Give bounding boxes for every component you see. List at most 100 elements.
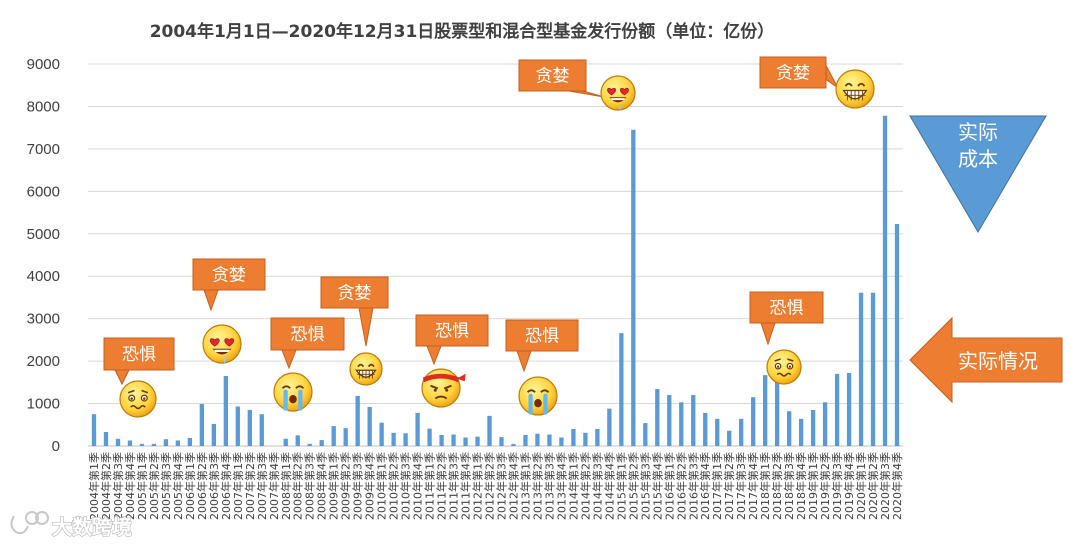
bar [391,432,396,446]
emoji-face [518,376,558,416]
x-tick-label: 2017年第1季 [710,452,724,520]
x-tick-label: 2019年第4季 [842,452,856,520]
x-tick-label: 2008年第2季 [291,452,305,520]
bar [810,409,816,446]
x-tick-label: 2008年第3季 [303,452,317,520]
headband [422,373,460,383]
x-tick-label: 2009年第2季 [339,452,353,520]
actual-situation-arrow: 实际情况 [909,316,1063,404]
callout: 贪婪 [320,276,389,347]
bar [798,418,804,446]
x-tick-label: 2015年第4季 [650,452,664,520]
x-tick-label: 2013年第1季 [518,452,532,520]
x-tick-label: 2014年第4季 [602,452,616,520]
bar [115,438,121,446]
tear [543,393,548,415]
bar [127,440,133,446]
triangle-shape [909,115,1047,233]
bar [607,408,612,446]
bar [822,402,828,446]
anxious-emoji [766,349,802,385]
bar [786,411,792,446]
bar [751,397,756,446]
x-tick-label: 2008年第1季 [279,452,293,520]
bar [571,429,576,446]
bar [211,423,217,446]
callout: 恐惧 [415,314,489,366]
x-tick-label: 2017年第4季 [746,452,760,520]
bar [319,440,324,446]
bar [523,434,528,446]
callout-box [415,314,489,347]
x-tick-label: 2006年第4季 [219,452,233,520]
tear [283,389,288,411]
bar [343,428,348,446]
callout: 贪婪 [759,56,839,89]
crying-emoji [518,376,558,416]
arrow-shape [909,316,1063,404]
x-tick-label: 2011年第3季 [447,452,461,520]
heart-shape [224,338,235,347]
y-tick-label: 7000 [27,141,60,158]
watermark-logo-icon [10,511,49,535]
callout: 恐惧 [270,317,345,370]
bar [307,443,312,446]
emoji-face [349,352,383,386]
callout: 恐惧 [749,291,824,346]
bar [858,292,864,446]
x-tick-label: 2007年第3季 [255,452,269,520]
callout: 恐惧 [505,319,579,373]
bar [163,439,169,446]
callout-label: 贪婪 [212,266,246,286]
callout-pointer [760,322,776,346]
callout-label: 恐惧 [435,322,469,342]
gridlines [88,63,903,447]
bar [259,414,264,446]
x-tick-label: 2013年第4季 [554,452,568,520]
callout-box [320,276,389,309]
x-tick-label: 2012年第2季 [483,452,497,520]
x-tick-label: 2012年第3季 [494,452,508,520]
x-tick-label: 2020年第2季 [866,452,880,520]
x-tick-label: 2009年第3季 [351,452,365,520]
callout-box [505,319,579,352]
callout-box [192,258,266,291]
bar [739,418,744,446]
bar [535,433,540,446]
x-tick-label: 2005年第1季 [135,452,149,520]
bar [415,412,420,446]
heart-shape [620,87,629,96]
bar [283,438,288,446]
x-tick-label: 2005年第3季 [159,452,173,520]
y-tick-label: 6000 [27,183,60,200]
callout: 贪婪 [518,59,605,98]
grinning-emoji [349,352,383,386]
bars [91,115,900,447]
x-tick-label: 2016年第2季 [674,452,688,520]
x-tick-label: 2017年第2季 [722,452,736,520]
callout-pointer [358,307,374,347]
x-tick-label: 2019年第1季 [806,452,820,520]
x-tick-label: 2007年第2季 [243,452,257,520]
bar [619,333,624,446]
x-tick-label: 2006年第2季 [195,452,209,520]
x-tick-label: 2014年第1季 [566,452,580,520]
callout-label: 贪婪 [338,284,372,304]
bar [475,436,480,446]
bar [882,115,888,446]
bar [451,434,456,446]
heart-shape [607,87,616,96]
x-tick-label: 2013年第2季 [530,452,544,520]
bar [427,428,432,446]
x-tick-label: 2011年第4季 [459,452,473,520]
y-tick-label: 1000 [27,396,60,413]
bar [834,373,840,446]
x-tick-label: 2006年第3季 [207,452,221,520]
x-tick-label: 2015年第3季 [638,452,652,520]
bar [846,372,852,446]
triangle-label-line2: 成本 [958,147,998,171]
x-tick-label: 2018年第3季 [782,452,796,520]
callout-label: 恐惧 [525,327,559,347]
tear [528,393,533,415]
